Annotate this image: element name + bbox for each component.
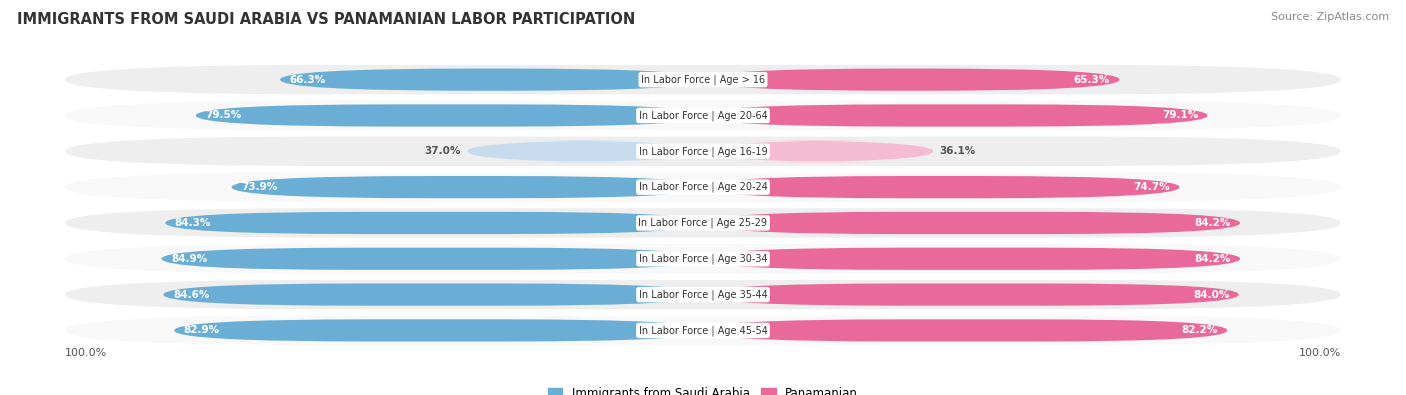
FancyBboxPatch shape bbox=[703, 248, 1240, 270]
FancyBboxPatch shape bbox=[65, 280, 1341, 309]
Text: 84.6%: 84.6% bbox=[173, 290, 209, 299]
FancyBboxPatch shape bbox=[703, 176, 1180, 198]
FancyBboxPatch shape bbox=[703, 69, 1119, 91]
Text: 73.9%: 73.9% bbox=[242, 182, 277, 192]
Text: 36.1%: 36.1% bbox=[939, 146, 976, 156]
FancyBboxPatch shape bbox=[65, 101, 1341, 130]
Text: 74.7%: 74.7% bbox=[1133, 182, 1170, 192]
FancyBboxPatch shape bbox=[65, 208, 1341, 238]
Text: 84.9%: 84.9% bbox=[172, 254, 207, 264]
FancyBboxPatch shape bbox=[703, 140, 934, 162]
FancyBboxPatch shape bbox=[65, 316, 1341, 345]
Text: 82.9%: 82.9% bbox=[184, 325, 219, 335]
Text: In Labor Force | Age 45-54: In Labor Force | Age 45-54 bbox=[638, 325, 768, 336]
Text: 37.0%: 37.0% bbox=[425, 146, 461, 156]
Text: In Labor Force | Age 16-19: In Labor Force | Age 16-19 bbox=[638, 146, 768, 156]
Text: 65.3%: 65.3% bbox=[1074, 75, 1109, 85]
FancyBboxPatch shape bbox=[703, 319, 1227, 342]
FancyBboxPatch shape bbox=[65, 173, 1341, 202]
Text: In Labor Force | Age > 16: In Labor Force | Age > 16 bbox=[641, 74, 765, 85]
FancyBboxPatch shape bbox=[65, 244, 1341, 273]
Text: 84.2%: 84.2% bbox=[1194, 254, 1230, 264]
FancyBboxPatch shape bbox=[166, 212, 703, 234]
Text: In Labor Force | Age 20-24: In Labor Force | Age 20-24 bbox=[638, 182, 768, 192]
Text: In Labor Force | Age 30-34: In Labor Force | Age 30-34 bbox=[638, 254, 768, 264]
Text: 79.1%: 79.1% bbox=[1161, 111, 1198, 120]
Text: 100.0%: 100.0% bbox=[65, 348, 107, 357]
FancyBboxPatch shape bbox=[65, 65, 1341, 94]
FancyBboxPatch shape bbox=[703, 212, 1240, 234]
FancyBboxPatch shape bbox=[467, 140, 703, 162]
Text: 84.0%: 84.0% bbox=[1192, 290, 1229, 299]
Text: In Labor Force | Age 35-44: In Labor Force | Age 35-44 bbox=[638, 290, 768, 300]
FancyBboxPatch shape bbox=[163, 284, 703, 306]
FancyBboxPatch shape bbox=[65, 137, 1341, 166]
FancyBboxPatch shape bbox=[174, 319, 703, 342]
Text: 84.2%: 84.2% bbox=[1194, 218, 1230, 228]
Text: Source: ZipAtlas.com: Source: ZipAtlas.com bbox=[1271, 12, 1389, 22]
FancyBboxPatch shape bbox=[195, 104, 703, 126]
Text: 100.0%: 100.0% bbox=[1299, 348, 1341, 357]
Text: IMMIGRANTS FROM SAUDI ARABIA VS PANAMANIAN LABOR PARTICIPATION: IMMIGRANTS FROM SAUDI ARABIA VS PANAMANI… bbox=[17, 12, 636, 27]
FancyBboxPatch shape bbox=[162, 248, 703, 270]
FancyBboxPatch shape bbox=[703, 104, 1208, 126]
Legend: Immigrants from Saudi Arabia, Panamanian: Immigrants from Saudi Arabia, Panamanian bbox=[543, 383, 863, 395]
Text: In Labor Force | Age 20-64: In Labor Force | Age 20-64 bbox=[638, 110, 768, 121]
FancyBboxPatch shape bbox=[703, 284, 1239, 306]
Text: 84.3%: 84.3% bbox=[174, 218, 211, 228]
Text: In Labor Force | Age 25-29: In Labor Force | Age 25-29 bbox=[638, 218, 768, 228]
Text: 82.2%: 82.2% bbox=[1181, 325, 1218, 335]
Text: 66.3%: 66.3% bbox=[290, 75, 326, 85]
FancyBboxPatch shape bbox=[232, 176, 703, 198]
Text: 79.5%: 79.5% bbox=[205, 111, 242, 120]
FancyBboxPatch shape bbox=[280, 69, 703, 91]
